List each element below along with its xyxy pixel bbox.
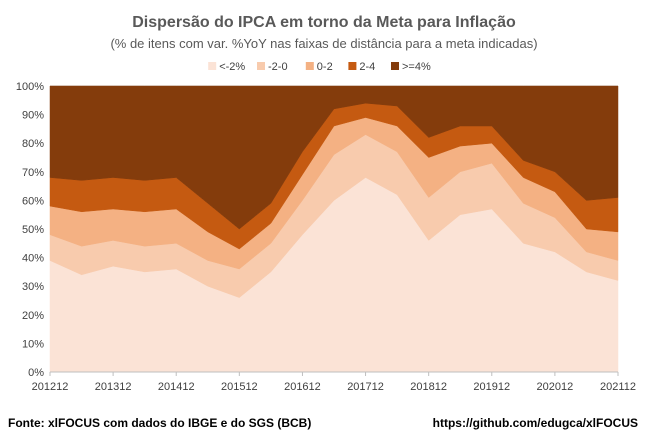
x-tick-label: 201912 — [473, 381, 510, 393]
y-tick-label: 90% — [22, 110, 44, 122]
x-tick-label: 201812 — [410, 381, 447, 393]
y-tick-label: 20% — [22, 310, 44, 322]
y-tick-label: 50% — [22, 224, 44, 236]
y-tick-label: 70% — [22, 167, 44, 179]
y-axis: 0% 10% 20% 30% 40% 50% 60% 70% 80% 90% 100% — [16, 81, 44, 379]
y-tick-label: 100% — [16, 81, 44, 93]
legend-label: >=4% — [402, 61, 431, 73]
source-note: Fonte: xlFOCUS com dados do IBGE e do SG… — [8, 416, 311, 430]
legend-label: -2-0 — [268, 61, 288, 73]
x-tick-label: 202112 — [600, 381, 636, 393]
legend-swatch — [257, 62, 265, 70]
series-area — [49, 85, 619, 230]
legend-swatch — [208, 62, 217, 70]
legend-swatch — [305, 62, 314, 70]
source-link[interactable]: https://github.com/edugca/xlFOCUS — [433, 416, 638, 430]
x-tick-label: 201312 — [95, 381, 132, 393]
legend-swatch — [348, 62, 357, 70]
x-axis: 201212 201312 201412 201512 201612 201712 2018… — [32, 371, 636, 393]
chart-legend: <-2% -2-0 0-2 2-4 >=4% — [208, 61, 431, 73]
x-tick-label: 201512 — [221, 381, 258, 393]
x-tick-label: 202012 — [537, 381, 574, 393]
x-tick-label: 201412 — [158, 381, 195, 393]
x-tick-label: 201712 — [347, 381, 384, 393]
chart-subtitle: (% de itens com var. %YoY nas faixas de … — [110, 36, 537, 51]
x-tick-label: 201212 — [32, 381, 69, 393]
y-tick-label: 80% — [22, 138, 44, 150]
legend-label: 2-4 — [359, 61, 375, 73]
y-tick-label: 60% — [22, 195, 44, 207]
stacked-areas — [49, 85, 619, 373]
legend-label: <-2% — [219, 61, 245, 73]
x-tick-label: 201612 — [284, 381, 321, 393]
y-tick-label: 0% — [28, 367, 44, 379]
chart-title: Dispersão do IPCA em torno da Meta para … — [132, 14, 516, 31]
legend-label: 0-2 — [317, 61, 333, 73]
y-tick-label: 40% — [22, 253, 44, 265]
y-tick-label: 30% — [22, 281, 44, 293]
legend-swatch — [391, 62, 399, 70]
y-tick-label: 10% — [22, 338, 44, 350]
